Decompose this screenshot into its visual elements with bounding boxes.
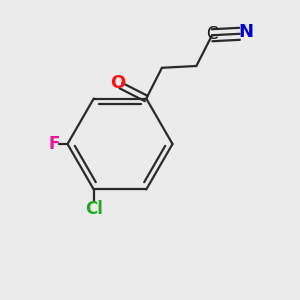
Text: F: F [48, 135, 60, 153]
Text: N: N [238, 23, 253, 41]
Text: O: O [110, 74, 125, 92]
Text: Cl: Cl [85, 200, 103, 218]
Text: C: C [206, 25, 218, 43]
